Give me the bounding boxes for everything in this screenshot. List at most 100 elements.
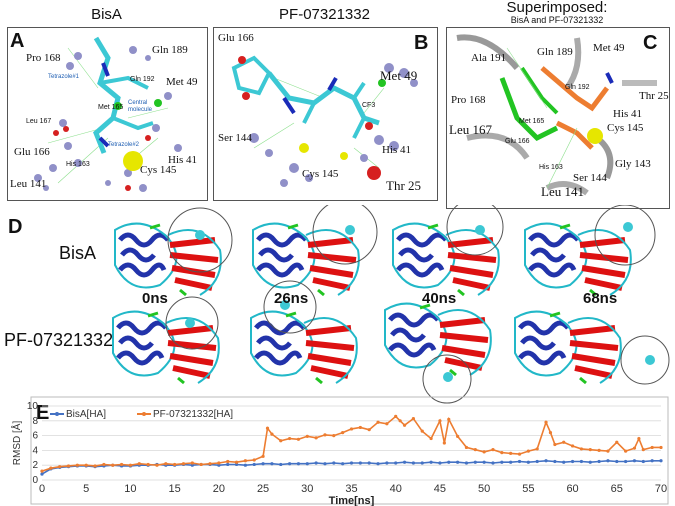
data-point-s0 bbox=[606, 459, 610, 463]
residue-c-14: Leu 141 bbox=[541, 184, 584, 199]
data-point-s1 bbox=[296, 437, 301, 441]
panel-c-subtitle: BisA and PF-07321332 bbox=[510, 15, 604, 25]
data-point-s0 bbox=[296, 462, 301, 466]
data-point-s1 bbox=[650, 445, 654, 450]
data-point-s0 bbox=[420, 461, 424, 465]
data-point-s1 bbox=[420, 429, 424, 433]
data-point-s0 bbox=[190, 463, 194, 467]
x-tick-label: 5 bbox=[83, 483, 89, 495]
data-point-s1 bbox=[624, 449, 628, 453]
data-point-s0 bbox=[279, 462, 283, 467]
data-point-s1 bbox=[429, 436, 433, 441]
data-point-s0 bbox=[314, 461, 318, 465]
x-tick-label: 25 bbox=[257, 483, 269, 495]
data-point-s0 bbox=[464, 461, 469, 465]
data-point-s1 bbox=[119, 462, 124, 467]
y-tick-label: 4 bbox=[32, 445, 38, 456]
data-point-s1 bbox=[473, 448, 477, 452]
data-point-s0 bbox=[509, 460, 513, 464]
data-point-s1 bbox=[234, 460, 239, 464]
data-point-s0 bbox=[500, 460, 504, 464]
data-point-s0 bbox=[535, 459, 539, 464]
data-point-s0 bbox=[243, 463, 247, 467]
data-point-s1 bbox=[637, 436, 641, 441]
x-tick-label: 55 bbox=[522, 483, 534, 495]
data-point-s1 bbox=[332, 434, 336, 438]
y-tick-label: 10 bbox=[27, 401, 39, 412]
residue-c-9: Glu 166 bbox=[505, 138, 530, 145]
legend-marker-1 bbox=[142, 412, 146, 416]
data-point-s1 bbox=[128, 463, 133, 467]
data-point-s0 bbox=[570, 459, 575, 464]
data-point-s1 bbox=[442, 441, 446, 445]
data-point-s1 bbox=[111, 463, 115, 467]
data-point-s1 bbox=[456, 434, 460, 438]
residue-c-2: Met 49 bbox=[593, 42, 625, 54]
panel-c: C Ala 191 Gln 189 Met 49 Gln 192 Pro 168… bbox=[446, 27, 670, 209]
data-point-s0 bbox=[288, 462, 292, 466]
residue-c-6: His 41 bbox=[613, 108, 643, 120]
residue-c-5: Thr 25 bbox=[639, 90, 669, 102]
data-point-s1 bbox=[526, 449, 530, 453]
data-point-s1 bbox=[40, 469, 44, 473]
data-point-s0 bbox=[270, 462, 274, 466]
data-point-s1 bbox=[367, 428, 371, 432]
data-point-s0 bbox=[562, 460, 566, 464]
data-point-s1 bbox=[66, 464, 71, 468]
data-point-s0 bbox=[482, 460, 486, 464]
data-point-s1 bbox=[75, 463, 79, 467]
data-point-s0 bbox=[641, 459, 645, 464]
panel-c-structure bbox=[456, 34, 657, 196]
panel-a: A Pro 168 Gln 189 Gln 192 Leu 167 Met 16… bbox=[7, 27, 208, 201]
data-point-s0 bbox=[517, 459, 522, 464]
residue-b-1: Met 49 bbox=[380, 68, 418, 83]
x-tick-label: 40 bbox=[390, 483, 402, 495]
data-point-s1 bbox=[252, 458, 256, 462]
data-point-s0 bbox=[491, 461, 495, 465]
residue-a-0: Pro 168 bbox=[26, 52, 61, 64]
data-point-s0 bbox=[385, 461, 389, 465]
data-point-s1 bbox=[659, 445, 663, 450]
chart-frame bbox=[30, 396, 669, 505]
residue-c-13: Ser 144 bbox=[573, 172, 607, 184]
data-point-s1 bbox=[615, 440, 619, 444]
data-point-s0 bbox=[332, 461, 336, 465]
residue-c-1: Gln 189 bbox=[537, 46, 573, 58]
panel-d-row1-label: BisA bbox=[59, 243, 97, 263]
data-point-s1 bbox=[323, 433, 327, 437]
residue-c-4: Pro 168 bbox=[451, 94, 486, 106]
x-tick-label: 65 bbox=[611, 483, 623, 495]
residue-c-3: Gln 192 bbox=[565, 84, 590, 91]
data-point-s1 bbox=[279, 439, 283, 443]
data-point-s1 bbox=[173, 462, 177, 467]
data-point-s1 bbox=[349, 427, 354, 431]
x-tick-label: 50 bbox=[478, 483, 490, 495]
data-point-s0 bbox=[217, 463, 221, 467]
data-point-s1 bbox=[243, 459, 247, 463]
panel-a-structure bbox=[34, 36, 182, 192]
data-point-s0 bbox=[349, 461, 354, 465]
residue-a-6: Glu 166 bbox=[14, 146, 50, 158]
panel-e-letter: E bbox=[36, 402, 50, 424]
residue-b-3: His 41 bbox=[382, 144, 412, 156]
data-point-s0 bbox=[341, 462, 345, 466]
data-point-s1 bbox=[500, 451, 504, 455]
residue-b-5: Thr 25 bbox=[386, 178, 422, 193]
data-point-s1 bbox=[394, 414, 398, 418]
legend-label-0: BisA[HA] bbox=[66, 409, 106, 420]
data-point-s1 bbox=[146, 462, 150, 467]
x-tick-label: 10 bbox=[124, 483, 136, 495]
residue-a-10: Leu 141 bbox=[10, 178, 47, 190]
data-point-s1 bbox=[517, 452, 522, 456]
data-point-s1 bbox=[553, 442, 557, 447]
data-point-s1 bbox=[482, 450, 486, 454]
panel-c-letter: C bbox=[643, 32, 658, 54]
y-tick-label: 0 bbox=[32, 475, 38, 486]
data-point-s0 bbox=[402, 460, 407, 464]
data-point-s1 bbox=[288, 436, 292, 441]
data-point-s1 bbox=[385, 422, 389, 426]
y-axis-label: RMSD [Å] bbox=[10, 421, 23, 466]
time-label-2: 40ns bbox=[422, 290, 457, 307]
x-tick-label: 20 bbox=[213, 483, 225, 495]
data-point-s0 bbox=[252, 462, 256, 467]
